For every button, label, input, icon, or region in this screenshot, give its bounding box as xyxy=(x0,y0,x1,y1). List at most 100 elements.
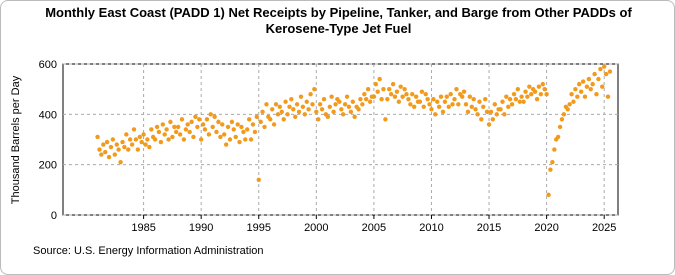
point xyxy=(331,109,336,115)
point xyxy=(218,134,223,140)
point xyxy=(394,89,400,94)
point xyxy=(145,137,150,142)
point xyxy=(521,99,526,104)
point xyxy=(592,71,597,77)
x-tick-label: 2000 xyxy=(304,222,328,234)
point xyxy=(283,99,288,104)
point xyxy=(193,114,198,120)
point xyxy=(133,137,139,142)
point xyxy=(596,76,601,82)
point xyxy=(601,64,607,69)
point xyxy=(419,89,425,94)
point xyxy=(494,112,499,117)
point xyxy=(536,84,542,89)
point xyxy=(270,107,275,112)
point xyxy=(275,112,281,117)
point xyxy=(296,109,302,115)
point xyxy=(135,147,141,152)
point xyxy=(486,122,492,127)
point xyxy=(256,177,261,182)
point xyxy=(197,117,202,122)
source: Source: U.S. Energy Information Administ… xyxy=(33,245,264,257)
x-tick-label: 2015 xyxy=(477,222,501,234)
point xyxy=(484,109,490,115)
point xyxy=(200,122,206,127)
point xyxy=(116,147,121,152)
point xyxy=(425,97,430,102)
point xyxy=(402,86,407,92)
point xyxy=(427,102,432,107)
point xyxy=(408,102,413,107)
point xyxy=(567,102,572,107)
y-tick-label: 0 xyxy=(51,210,57,222)
point xyxy=(571,99,576,104)
point xyxy=(308,92,313,97)
point xyxy=(423,92,428,97)
point xyxy=(124,132,129,137)
point xyxy=(154,124,160,130)
x-tick-label: 1995 xyxy=(247,222,271,234)
point xyxy=(375,89,380,94)
point xyxy=(515,86,521,92)
point xyxy=(584,84,590,89)
point xyxy=(519,94,524,99)
point xyxy=(319,107,325,112)
point xyxy=(273,102,279,107)
point xyxy=(569,92,574,97)
point xyxy=(525,94,530,99)
point xyxy=(245,127,250,132)
point xyxy=(229,119,235,125)
point xyxy=(166,137,171,142)
point xyxy=(590,81,595,87)
point xyxy=(448,92,453,97)
point xyxy=(578,89,584,94)
point xyxy=(314,109,319,115)
point xyxy=(129,142,135,147)
point xyxy=(208,112,213,117)
point xyxy=(582,94,588,99)
point xyxy=(498,107,503,112)
point xyxy=(463,102,469,107)
point xyxy=(120,139,125,145)
point xyxy=(446,104,451,109)
point xyxy=(576,81,582,87)
point xyxy=(99,152,104,157)
point xyxy=(600,84,605,89)
point xyxy=(114,142,119,147)
point xyxy=(438,94,444,99)
point xyxy=(316,117,321,122)
point xyxy=(561,112,567,117)
point xyxy=(329,94,334,99)
point xyxy=(413,94,419,99)
y-tick-label: 600 xyxy=(39,59,57,71)
point xyxy=(340,112,346,117)
point xyxy=(179,117,185,122)
point xyxy=(95,134,100,140)
point xyxy=(246,117,252,122)
point xyxy=(198,137,204,142)
point xyxy=(550,159,555,165)
point xyxy=(546,192,551,198)
point xyxy=(214,129,219,135)
y-tick-label: 400 xyxy=(39,109,57,121)
x-tick-label: 1990 xyxy=(189,222,213,234)
point xyxy=(279,109,284,115)
point xyxy=(517,99,522,104)
point xyxy=(241,129,246,135)
point xyxy=(291,107,296,112)
point xyxy=(379,97,384,102)
point xyxy=(396,99,402,104)
point xyxy=(511,92,517,97)
point xyxy=(450,102,455,107)
point xyxy=(436,104,442,109)
point xyxy=(598,66,603,72)
point xyxy=(225,124,231,130)
point xyxy=(306,107,311,112)
point xyxy=(398,84,403,89)
point xyxy=(342,102,348,107)
point xyxy=(557,124,563,130)
point xyxy=(131,127,137,132)
point xyxy=(429,107,434,112)
point xyxy=(325,114,331,120)
